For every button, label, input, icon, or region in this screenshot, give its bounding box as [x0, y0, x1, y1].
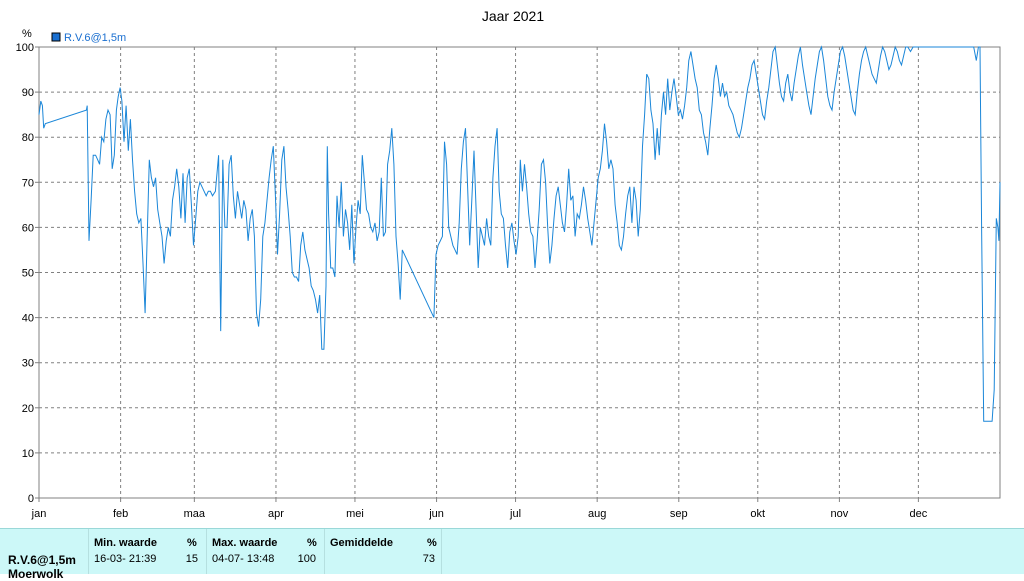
x-tick-label-mei: mei — [346, 508, 364, 520]
min-header: Min. waarde — [94, 537, 157, 549]
y-tick-label: 10 — [22, 448, 34, 460]
chart-title: Jaar 2021 — [482, 8, 544, 24]
y-tick-label: 20 — [22, 403, 34, 415]
avg-unit: % — [427, 537, 437, 549]
y-axis-unit: % — [22, 28, 32, 40]
y-axis-ticks: 0 10 20 30 40 50 60 70 80 90 100 — [16, 42, 39, 505]
chart: Jaar 2021 % R.V.6@1,5m 0 10 20 30 40 50 60 70 80… — [16, 8, 1001, 520]
min-value: 15 — [185, 553, 198, 565]
avg-header: Gemiddelde — [330, 537, 393, 549]
y-tick-label: 90 — [22, 87, 34, 99]
max-time: 04-07- 13:48 — [212, 553, 275, 565]
y-tick-label: 30 — [22, 358, 34, 370]
stats-panel: R.V.6@1,5m Moerwolk Min. waarde % 16-03-… — [0, 528, 1024, 581]
y-tick-label: 70 — [22, 177, 34, 189]
y-tick-label: 50 — [22, 268, 34, 280]
y-tick-label: 80 — [22, 132, 34, 144]
x-tick-label-okt: okt — [750, 508, 765, 520]
stats-series-label: R.V.6@1,5m — [8, 553, 76, 567]
x-tick-label-feb: feb — [113, 508, 128, 520]
max-unit: % — [307, 537, 317, 549]
y-tick-label: 0 — [28, 493, 34, 505]
max-value: 100 — [297, 553, 316, 565]
min-unit: % — [187, 537, 197, 549]
plot-border — [38, 46, 1001, 499]
x-tick-label-jun: jun — [428, 508, 444, 520]
stats-min-cell: Min. waarde % 16-03- 21:39 15 — [89, 529, 207, 574]
y-tick-label: 40 — [22, 313, 34, 325]
x-tick-label-apr: apr — [268, 508, 284, 520]
grid — [39, 47, 1000, 498]
stats-avg-cell: Gemiddelde % 73 — [325, 529, 442, 574]
x-tick-label-nov: nov — [831, 508, 849, 520]
y-tick-label: 100 — [16, 42, 34, 54]
stats-max-cell: Max. waarde % 04-07- 13:48 100 — [207, 529, 325, 574]
legend-swatch — [51, 32, 61, 42]
x-tick-label-jan: jan — [31, 508, 47, 520]
avg-value: 73 — [422, 553, 435, 565]
x-tick-label-sep: sep — [670, 508, 688, 520]
series-line-rv6 — [38, 45, 1001, 422]
x-tick-label-maa: maa — [184, 508, 206, 520]
legend-label: R.V.6@1,5m — [64, 32, 126, 44]
max-header: Max. waarde — [212, 537, 278, 549]
x-tick-label-jul: jul — [509, 508, 521, 520]
stats-series-cell: R.V.6@1,5m Moerwolk — [0, 529, 89, 581]
min-time: 16-03- 21:39 — [94, 553, 157, 565]
x-tick-label-aug: aug — [588, 508, 606, 520]
x-axis-ticks: jan feb maa apr mei jun jul aug sep okt nov dec — [31, 498, 928, 520]
x-tick-label-dec: dec — [910, 508, 928, 520]
y-tick-label: 60 — [22, 222, 34, 234]
stats-series-label-2: Moerwolk — [8, 567, 64, 581]
